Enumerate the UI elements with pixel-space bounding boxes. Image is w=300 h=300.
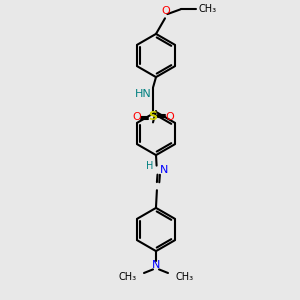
Text: O: O (165, 112, 174, 122)
Text: O: O (161, 6, 170, 16)
Text: O: O (132, 112, 141, 122)
Text: N: N (152, 260, 160, 271)
Text: S: S (148, 110, 158, 124)
Text: CH₃: CH₃ (119, 272, 137, 282)
Text: H: H (146, 160, 154, 171)
Text: CH₃: CH₃ (198, 4, 216, 14)
Text: N: N (160, 165, 168, 175)
Text: CH₃: CH₃ (175, 272, 193, 282)
Text: HN: HN (135, 88, 152, 99)
